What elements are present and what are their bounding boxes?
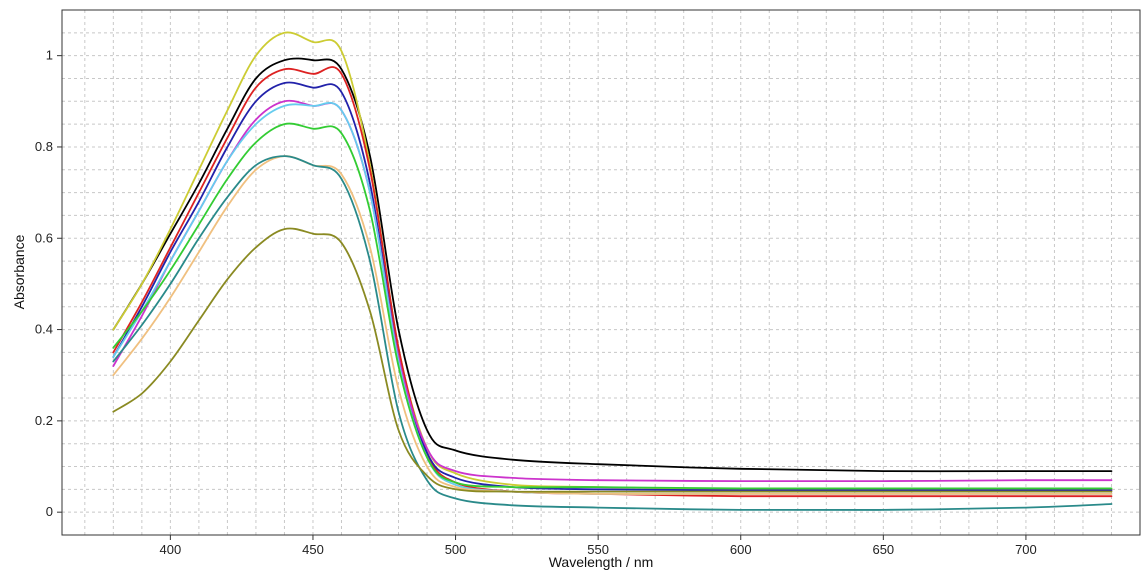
series-line-1 — [112, 57, 1113, 473]
series-line-7 — [112, 122, 1113, 490]
x-tick-label: 450 — [302, 542, 324, 557]
grid — [62, 10, 1141, 536]
y-tick-label: 0.8 — [35, 139, 53, 154]
x-tick-label: 600 — [730, 542, 752, 557]
series-line-5 — [112, 99, 1113, 483]
y-tick-label: 0.2 — [35, 413, 53, 428]
y-tick-label: 0 — [46, 504, 53, 519]
y-tick-label: 0.4 — [35, 322, 53, 337]
x-axis-title: Wavelength / nm — [549, 554, 654, 570]
x-tick-label: 500 — [445, 542, 467, 557]
series-line-3 — [112, 66, 1113, 498]
x-tick-label: 650 — [872, 542, 894, 557]
series-line-8 — [112, 155, 1113, 495]
x-tick-label: 400 — [160, 542, 182, 557]
plot-frame — [61, 9, 1141, 536]
y-tick-label: 1 — [46, 48, 53, 63]
series-line-10 — [112, 227, 1113, 493]
series-line-4 — [112, 81, 1113, 492]
series-group — [112, 31, 1113, 512]
x-tick-label: 700 — [1015, 542, 1037, 557]
y-axis-title: Absorbance — [11, 234, 27, 309]
axis-ticks: 400 450 500 550 600 650 700 0 0.2 0.4 0.6 0.8 1 — [35, 48, 1037, 557]
y-tick-label: 0.6 — [35, 230, 53, 245]
series-line-9 — [112, 155, 1113, 512]
x-tick-label: 550 — [587, 542, 609, 557]
series-line-2 — [112, 31, 1113, 491]
